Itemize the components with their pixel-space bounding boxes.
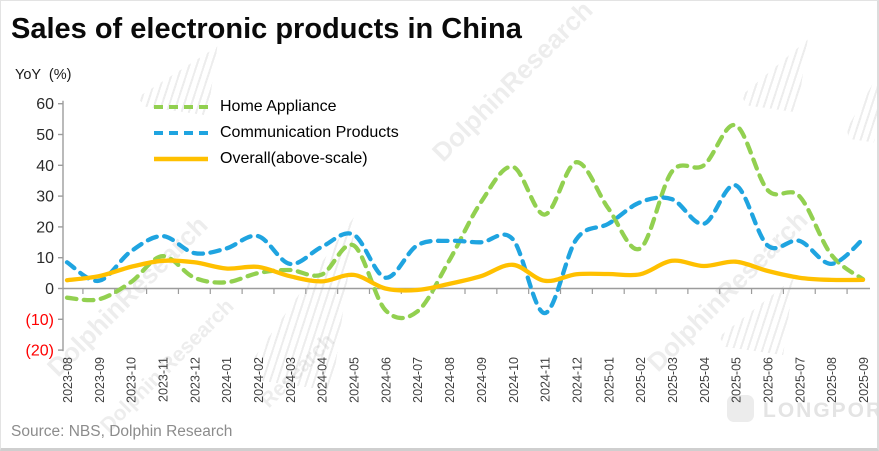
svg-text:(10): (10) [26,312,54,329]
y-axis-labels: 60 50 40 30 20 10 0 (10) (20) [26,96,55,359]
series-line-1 [64,183,866,316]
svg-text:20: 20 [36,219,54,236]
svg-text:2023-10: 2023-10 [125,357,139,403]
svg-text:30: 30 [36,189,54,206]
svg-text:40: 40 [36,158,54,175]
svg-text:(20): (20) [26,343,54,360]
svg-text:2024-06: 2024-06 [379,357,393,403]
svg-text:2024-10: 2024-10 [507,357,521,403]
svg-text:2025-08: 2025-08 [825,357,839,403]
svg-text:2024-03: 2024-03 [284,357,298,403]
legend-item-home-appliance: Home Appliance [151,94,399,120]
svg-text:2024-05: 2024-05 [348,357,362,403]
series-line-0 [64,123,866,321]
svg-text:2025-01: 2025-01 [602,357,616,403]
svg-text:2024-01: 2024-01 [220,357,234,403]
svg-text:60: 60 [36,96,54,113]
source-text: Source: NBS, Dolphin Research [11,423,233,440]
chart-title: Sales of electronic products in China [11,13,522,45]
x-axis [63,287,870,294]
legend-label-communication-products: Communication Products [220,124,399,141]
svg-text:2024-12: 2024-12 [570,357,584,403]
legend-item-overall: Overall(above-scale) [151,146,399,172]
legend-swatch-overall [154,156,208,162]
svg-text:2024-07: 2024-07 [411,357,425,403]
svg-text:50: 50 [36,127,54,144]
svg-text:2025-03: 2025-03 [666,357,680,403]
legend-swatch-communication-products [154,131,208,135]
svg-text:2025-05: 2025-05 [730,357,744,403]
x-axis-labels: 2023-08 2023-09 2023-10 2023-11 2023-12 2024-… [61,357,871,403]
longport-logo [727,395,754,422]
y-axis [58,100,64,352]
svg-text:2024-11: 2024-11 [539,357,553,402]
svg-text:0: 0 [45,281,54,298]
svg-text:2025-02: 2025-02 [634,357,648,403]
svg-text:2023-09: 2023-09 [93,357,107,403]
svg-text:2024-09: 2024-09 [475,357,489,403]
svg-text:2024-08: 2024-08 [443,357,457,403]
svg-text:2025-06: 2025-06 [761,357,775,403]
legend-swatch-home-appliance [154,105,208,109]
svg-text:2025-09: 2025-09 [857,357,871,403]
legend-label-home-appliance: Home Appliance [220,98,337,115]
svg-text:2025-04: 2025-04 [698,357,712,403]
series-line-2 [64,258,866,293]
svg-text:2023-12: 2023-12 [188,357,202,403]
svg-text:2024-04: 2024-04 [316,357,330,403]
legend-item-communication-products: Communication Products [151,120,399,146]
legend: Home Appliance Communication Products Ov… [151,94,399,172]
svg-text:2025-07: 2025-07 [793,357,807,403]
series-lines [64,123,866,321]
svg-text:10: 10 [36,250,54,267]
svg-text:2023-11: 2023-11 [157,357,171,402]
y-axis-title: YoY (%) [15,67,72,83]
svg-text:2023-08: 2023-08 [61,357,75,403]
legend-label-overall: Overall(above-scale) [220,150,368,167]
svg-text:2024-02: 2024-02 [252,357,266,403]
watermark-longport: LONGPORT [763,399,877,422]
